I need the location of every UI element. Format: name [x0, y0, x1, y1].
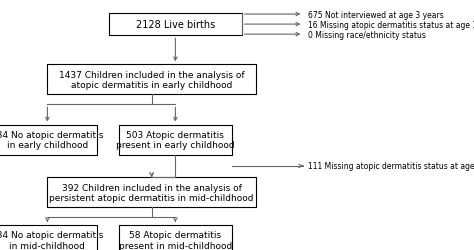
FancyBboxPatch shape	[118, 225, 232, 250]
Text: 675 Not interviewed at age 3 years: 675 Not interviewed at age 3 years	[308, 10, 444, 20]
Text: 0 Missing race/ethnicity status: 0 Missing race/ethnicity status	[308, 30, 426, 40]
Text: 16 Missing atopic dermatitis status at age 3 years: 16 Missing atopic dermatitis status at a…	[308, 20, 474, 30]
Text: 1437 Children included in the analysis of
atopic dermatitis in early childhood: 1437 Children included in the analysis o…	[59, 70, 245, 90]
Text: 503 Atopic dermatitis
present in early childhood: 503 Atopic dermatitis present in early c…	[116, 130, 235, 150]
Text: 934 No atopic dermatitis
in early childhood: 934 No atopic dermatitis in early childh…	[0, 130, 104, 150]
Text: 2128 Live births: 2128 Live births	[136, 20, 215, 30]
FancyBboxPatch shape	[0, 125, 97, 155]
Text: 58 Atopic dermatitis
present in mid-childhood: 58 Atopic dermatitis present in mid-chil…	[119, 230, 232, 250]
FancyBboxPatch shape	[118, 125, 232, 155]
FancyBboxPatch shape	[109, 14, 242, 36]
FancyBboxPatch shape	[47, 65, 256, 95]
Text: 334 No atopic dermatitis
in mid-childhood: 334 No atopic dermatitis in mid-childhoo…	[0, 230, 104, 250]
FancyBboxPatch shape	[47, 178, 256, 208]
FancyBboxPatch shape	[0, 225, 97, 250]
Text: 111 Missing atopic dermatitis status at age 7 years: 111 Missing atopic dermatitis status at …	[308, 162, 474, 171]
Text: 392 Children included in the analysis of
persistent atopic dermatitis in mid-chi: 392 Children included in the analysis of…	[49, 183, 254, 202]
